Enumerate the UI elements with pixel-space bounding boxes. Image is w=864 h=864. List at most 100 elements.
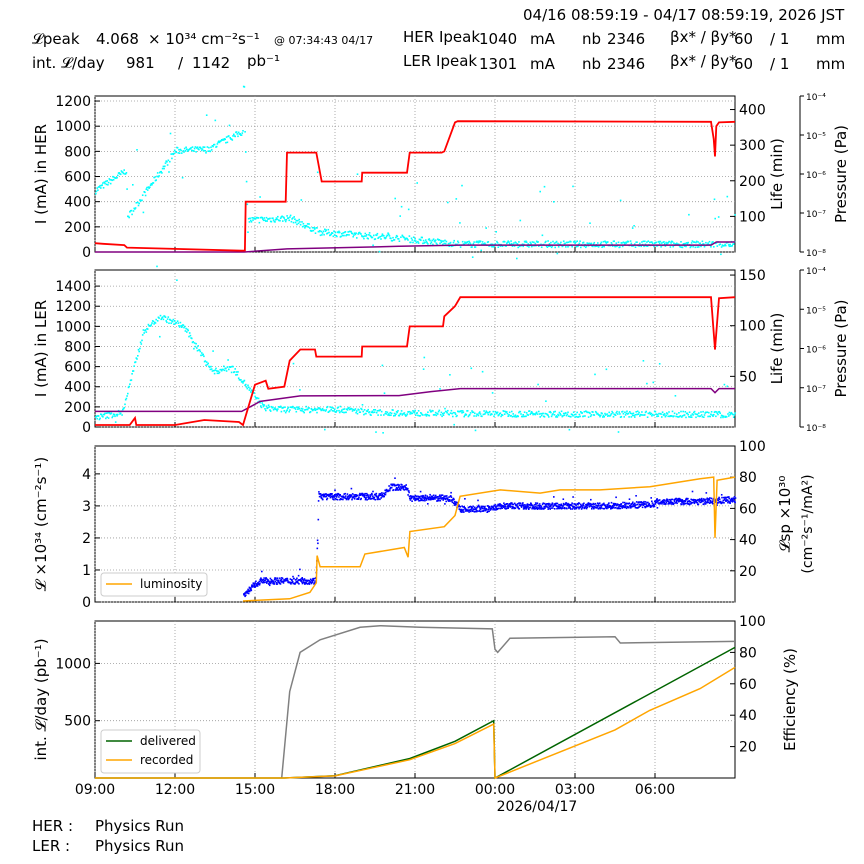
life-point xyxy=(251,389,253,392)
specific-lumi-point xyxy=(412,498,415,500)
specific-lumi-point xyxy=(438,496,440,498)
life-point xyxy=(196,349,199,352)
life-point xyxy=(491,413,493,416)
pressure-tick-label: 10⁻⁶ xyxy=(806,346,826,356)
specific-lumi-point xyxy=(417,498,420,501)
specific-lumi-point xyxy=(383,495,385,498)
life-point xyxy=(412,241,414,244)
specific-lumi-point xyxy=(610,506,612,508)
specific-lumi-point xyxy=(460,509,463,512)
life-point xyxy=(691,413,694,415)
life-point xyxy=(172,318,175,321)
life-point xyxy=(417,242,420,244)
life-point xyxy=(331,232,334,234)
specific-lumi-point xyxy=(586,504,589,507)
specific-lumi-point xyxy=(564,507,566,510)
life-point xyxy=(435,242,438,245)
specific-lumi-point xyxy=(692,501,694,504)
life-point xyxy=(95,416,97,418)
specific-lumi-point xyxy=(614,503,617,505)
life-point xyxy=(654,241,657,244)
life-point xyxy=(528,410,531,412)
y-tick-label: 1000 xyxy=(55,119,91,135)
life-point xyxy=(491,392,494,394)
life-point xyxy=(673,242,675,244)
life-point xyxy=(253,392,256,394)
specific-lumi-point xyxy=(408,495,411,498)
life-point xyxy=(245,180,248,183)
life-point xyxy=(169,132,172,135)
life-point xyxy=(710,413,712,416)
life-point xyxy=(470,367,473,370)
life-point xyxy=(415,240,417,242)
specific-lumi-point xyxy=(367,494,369,496)
life-point xyxy=(696,246,699,248)
specific-lumi-point xyxy=(656,499,658,501)
specific-lumi-point xyxy=(424,499,426,502)
specific-lumi-point xyxy=(427,497,430,499)
x-tick-label: 03:00 xyxy=(555,782,595,798)
life-point xyxy=(414,409,416,412)
specific-lumi-point xyxy=(571,502,573,504)
life-point xyxy=(170,322,172,324)
specific-lumi-point xyxy=(595,507,598,509)
specific-lumi-point xyxy=(464,508,467,511)
life-point xyxy=(267,404,270,406)
specific-lumi-point xyxy=(567,503,570,505)
specific-lumi-point xyxy=(335,493,337,495)
life-point xyxy=(154,176,156,179)
life-point xyxy=(471,256,474,258)
specific-lumi-point xyxy=(291,579,293,581)
specific-lumi-point xyxy=(621,506,624,508)
specific-lumi-point xyxy=(448,496,450,498)
life-point xyxy=(112,179,115,181)
life-point xyxy=(481,243,483,245)
specific-lumi-point xyxy=(258,584,261,586)
life-point xyxy=(368,234,370,236)
life-point xyxy=(149,184,152,186)
life-point xyxy=(525,412,528,414)
specific-lumi-point xyxy=(553,508,556,510)
life-point xyxy=(247,384,249,387)
life-point xyxy=(690,245,692,248)
specific-lumi-point xyxy=(425,497,427,499)
specific-lumi-point xyxy=(460,511,463,513)
life-point xyxy=(474,412,476,415)
specific-lumi-point xyxy=(555,505,558,508)
life-point xyxy=(250,221,253,223)
specific-lumi-point xyxy=(331,493,333,495)
life-point xyxy=(693,241,696,243)
life-point xyxy=(611,410,613,413)
life-point xyxy=(331,410,334,412)
life-point xyxy=(130,379,133,381)
specific-lumi-point xyxy=(693,499,695,501)
specific-lumi-point xyxy=(549,503,551,505)
life-point xyxy=(202,146,204,148)
specific-lumi-point xyxy=(537,504,539,507)
specific-lumi-point xyxy=(359,498,362,501)
life-point xyxy=(602,414,605,417)
specific-lumi-point xyxy=(423,498,426,501)
specific-lumi-point xyxy=(453,498,455,501)
specific-lumi-point xyxy=(619,507,622,510)
life-point xyxy=(411,239,413,241)
life-point xyxy=(320,230,322,233)
life-point xyxy=(332,407,335,409)
specific-lumi-point xyxy=(252,584,254,587)
life-point xyxy=(298,407,300,410)
life-point xyxy=(206,146,209,148)
specific-lumi-point xyxy=(527,504,529,506)
life-point xyxy=(262,218,264,220)
specific-lumi-point xyxy=(664,500,666,502)
specific-lumi-point xyxy=(635,495,637,497)
life-point xyxy=(202,353,204,356)
y2-tick-label: 150 xyxy=(739,268,766,284)
life-point xyxy=(142,329,145,331)
life-point xyxy=(522,245,524,248)
life-point xyxy=(406,238,409,240)
life-point xyxy=(720,416,722,419)
specific-lumi-point xyxy=(317,542,319,545)
life-point xyxy=(230,366,232,368)
life-point xyxy=(508,411,511,414)
specific-lumi-point xyxy=(662,500,665,503)
